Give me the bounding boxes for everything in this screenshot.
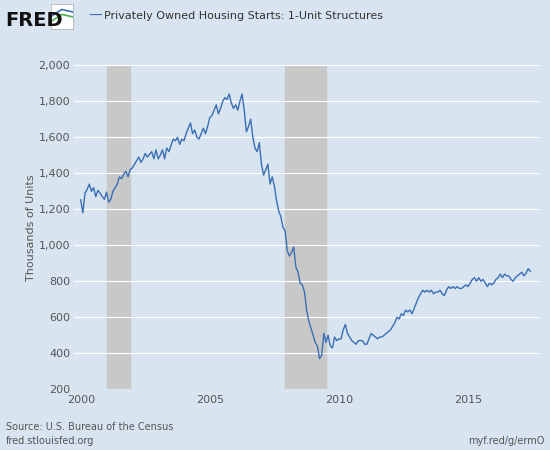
Text: FRED: FRED bbox=[6, 11, 63, 30]
Text: Privately Owned Housing Starts: 1-Unit Structures: Privately Owned Housing Starts: 1-Unit S… bbox=[104, 11, 383, 21]
Bar bbox=[107, 65, 130, 389]
Text: fred.stlouisfed.org: fred.stlouisfed.org bbox=[6, 436, 94, 446]
Text: Source: U.S. Bureau of the Census: Source: U.S. Bureau of the Census bbox=[6, 422, 173, 432]
Y-axis label: Thousands of Units: Thousands of Units bbox=[26, 174, 36, 280]
Text: —: — bbox=[88, 9, 102, 23]
Bar bbox=[285, 65, 326, 389]
Text: myf.red/g/ermO: myf.red/g/ermO bbox=[468, 436, 544, 446]
